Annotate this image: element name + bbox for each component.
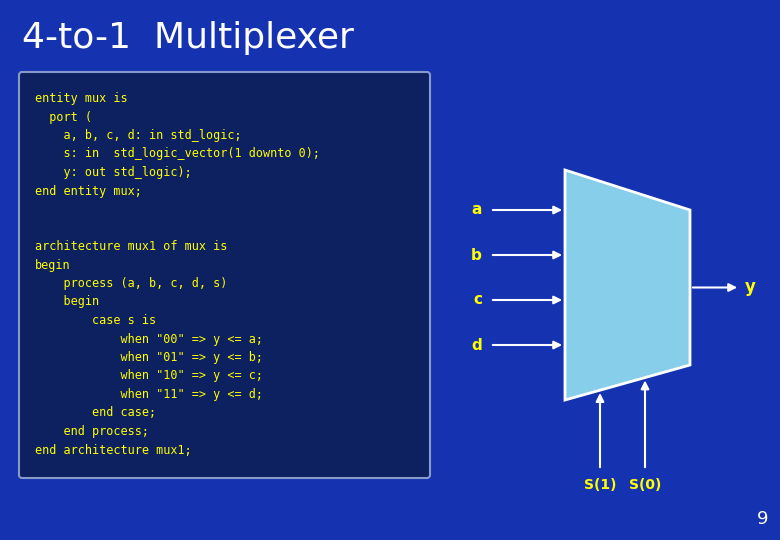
Text: a: a [472, 202, 482, 218]
Text: case s is: case s is [35, 314, 156, 327]
Text: port (: port ( [35, 111, 92, 124]
Text: end entity mux;: end entity mux; [35, 185, 142, 198]
Text: when "00" => y <= a;: when "00" => y <= a; [35, 333, 263, 346]
Text: c: c [473, 293, 482, 307]
FancyBboxPatch shape [19, 72, 430, 478]
Text: d: d [471, 338, 482, 353]
Text: S(1): S(1) [583, 478, 616, 492]
Text: 4-to-1  Multiplexer: 4-to-1 Multiplexer [22, 21, 354, 55]
Text: end process;: end process; [35, 425, 149, 438]
Text: y: y [745, 279, 756, 296]
Text: b: b [471, 247, 482, 262]
Text: a, b, c, d: in std_logic;: a, b, c, d: in std_logic; [35, 129, 242, 142]
Text: when "11" => y <= d;: when "11" => y <= d; [35, 388, 263, 401]
Text: end architecture mux1;: end architecture mux1; [35, 443, 192, 456]
Text: when "10" => y <= c;: when "10" => y <= c; [35, 369, 263, 382]
Text: begin: begin [35, 259, 71, 272]
Text: s: in  std_logic_vector(1 downto 0);: s: in std_logic_vector(1 downto 0); [35, 147, 320, 160]
Polygon shape [565, 170, 690, 400]
Text: entity mux is: entity mux is [35, 92, 128, 105]
Text: end case;: end case; [35, 407, 156, 420]
Text: y: out std_logic);: y: out std_logic); [35, 166, 192, 179]
Text: 9: 9 [757, 510, 768, 528]
Text: begin: begin [35, 295, 99, 308]
Text: process (a, b, c, d, s): process (a, b, c, d, s) [35, 277, 228, 290]
Text: S(0): S(0) [629, 478, 661, 492]
Text: when "01" => y <= b;: when "01" => y <= b; [35, 351, 263, 364]
Text: architecture mux1 of mux is: architecture mux1 of mux is [35, 240, 228, 253]
